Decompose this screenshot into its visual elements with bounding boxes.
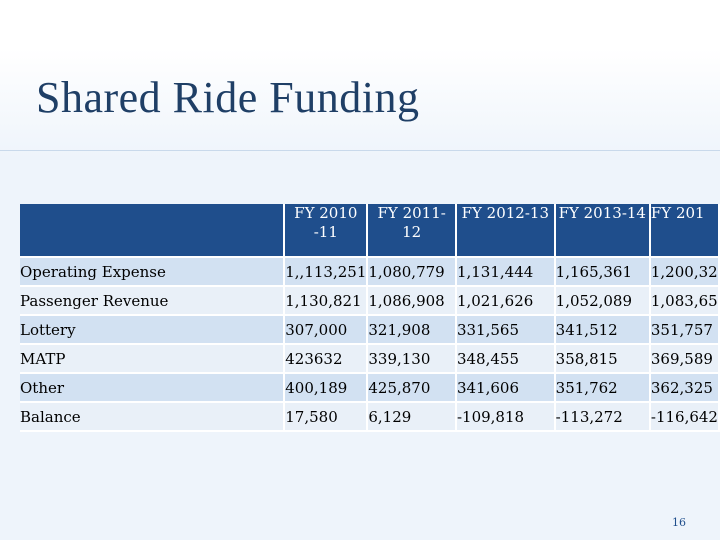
cell-value: 358,815 — [554, 344, 651, 374]
header-line1: FY 2012-13 — [461, 204, 550, 222]
cell-value: 17,580 — [284, 402, 369, 432]
table-row: Balance 17,580 6,129 -109,818 -113,272 -… — [20, 402, 720, 432]
cell-value: 351,762 — [554, 373, 651, 403]
table-row: Other 400,189 425,870 341,606 351,762 36… — [20, 373, 720, 403]
header-fy-2010-11: FY 2010 -11 — [284, 204, 369, 258]
header-fy-2014-15: FY 201 — [649, 204, 720, 258]
row-label: Lottery — [20, 315, 286, 345]
row-label: Passenger Revenue — [20, 286, 286, 316]
row-label: Balance — [20, 402, 286, 432]
cell-value: 400,189 — [284, 373, 369, 403]
header-fy-2011-12: FY 2011- 12 — [367, 204, 457, 258]
cell-value: -109,818 — [455, 402, 556, 432]
cell-value: -113,272 — [554, 402, 651, 432]
cell-value: 425,870 — [367, 373, 457, 403]
cell-value: 348,455 — [455, 344, 556, 374]
cell-value: -116,642 — [649, 402, 720, 432]
cell-value: 1,131,444 — [455, 257, 556, 287]
title-band — [0, 0, 720, 160]
cell-value: 369,589 — [649, 344, 720, 374]
header-line1: FY 201 — [650, 204, 705, 222]
header-line1: FY 2013-14 — [558, 204, 646, 222]
cell-value: 6,129 — [367, 402, 457, 432]
cell-value: 1,200,32 — [649, 257, 720, 287]
cell-value: 1,086,908 — [367, 286, 457, 316]
cell-value: 1,080,779 — [367, 257, 457, 287]
header-line2: 12 — [402, 223, 422, 241]
cell-value: 339,130 — [367, 344, 457, 374]
row-label: MATP — [20, 344, 286, 374]
cell-value: 341,606 — [455, 373, 556, 403]
cell-value: 341,512 — [554, 315, 651, 345]
header-line2: -11 — [313, 223, 338, 241]
row-label: Operating Expense — [20, 257, 286, 287]
cell-value: 1,165,361 — [554, 257, 651, 287]
slide-title: Shared Ride Funding — [36, 73, 420, 122]
cell-value: 423632 — [284, 344, 369, 374]
cell-value: 1,130,821 — [284, 286, 369, 316]
page-number: 16 — [672, 516, 686, 529]
header-fy-2013-14: FY 2013-14 — [554, 204, 651, 258]
cell-value: 351,757 — [649, 315, 720, 345]
title-divider — [0, 150, 720, 151]
table-row: Operating Expense 1,,113,251 1,080,779 1… — [20, 257, 720, 287]
cell-value: 1,,113,251 — [284, 257, 369, 287]
funding-table: FY 2010 -11 FY 2011- 12 FY 2012-13 FY 20… — [20, 204, 720, 432]
cell-value: 321,908 — [367, 315, 457, 345]
cell-value: 307,000 — [284, 315, 369, 345]
header-line1: FY 2010 — [294, 204, 358, 222]
table-row: MATP 423632 339,130 348,455 358,815 369,… — [20, 344, 720, 374]
cell-value: 1,052,089 — [554, 286, 651, 316]
table-header-row: FY 2010 -11 FY 2011- 12 FY 2012-13 FY 20… — [20, 204, 720, 258]
cell-value: 362,325 — [649, 373, 720, 403]
table-row: Passenger Revenue 1,130,821 1,086,908 1,… — [20, 286, 720, 316]
cell-value: 331,565 — [455, 315, 556, 345]
cell-value: 1,021,626 — [455, 286, 556, 316]
table-row: Lottery 307,000 321,908 331,565 341,512 … — [20, 315, 720, 345]
header-line1: FY 2011- — [377, 204, 446, 222]
row-label: Other — [20, 373, 286, 403]
header-fy-2012-13: FY 2012-13 — [455, 204, 556, 258]
cell-value: 1,083,65 — [649, 286, 720, 316]
header-corner-cell — [20, 204, 286, 258]
